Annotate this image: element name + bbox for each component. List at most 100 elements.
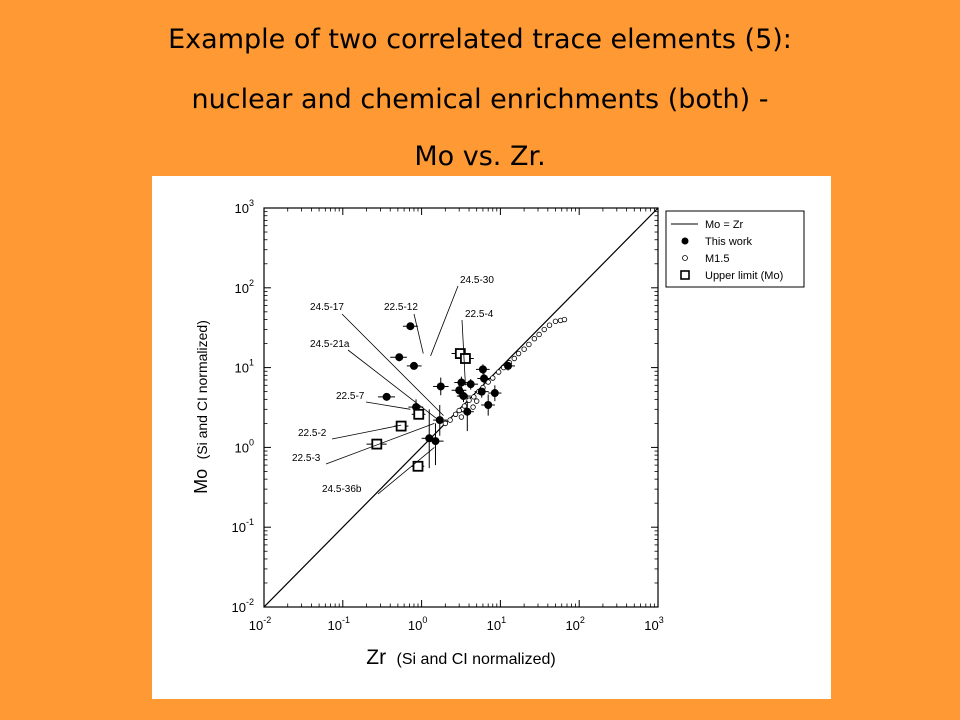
x-tick-label-base: 10 [328,618,342,633]
y-tick-label-exponent: 0 [249,437,254,447]
scatter-chart: 10-2 10-1 100 101 102 103 10-210-110010110210… [191,198,805,669]
m1-5-point [526,341,532,348]
annotation-label: 24.5-36b [322,484,362,495]
m1-5-point [541,326,547,333]
x-tick-label: 100 [408,615,427,633]
slide-title-line-2: nuclear and chemical enrichments (both) … [191,84,769,115]
x-tick-label: 10-2 [249,615,271,633]
point-annotations: 24.5-30 22.5-12 24.5-17 22.5-4 24.5-21a 22.5-… [292,275,494,495]
m1-5-point [447,417,453,423]
this-work-point [466,380,475,389]
m1-5-point [470,404,476,410]
x-tick-label-exponent: 1 [501,615,506,625]
x-tick-label: 10-1 [328,615,350,633]
x-tick-labels: 10-2 10-1 100 101 102 103 [249,615,664,633]
y-tick-label-base: 10 [235,440,249,455]
legend-label-mo-zr: Mo = Zr [705,219,744,231]
slide-title-line-3: Mo vs. Zr. [414,141,546,172]
m1-5-point [473,398,480,404]
y-tick-label-base: 10 [235,361,249,376]
upper-limit-point [413,408,425,420]
this-work-point [395,353,404,362]
this-work-point [484,400,493,409]
annotation-label: 24.5-30 [460,275,494,286]
annotation-leader-line [341,313,444,416]
y-tick-label-exponent: 1 [249,358,254,368]
y-axis-label: Mo (Si and CI normalized) [191,320,211,494]
m1-5-point [471,394,477,400]
identity-line [264,208,658,607]
upper-limit-point [371,438,383,450]
annotation-label: 24.5-21a [310,339,350,350]
y-tick-label: 102 [235,278,254,296]
annotation-leader-line [347,349,437,419]
x-tick-label: 101 [487,615,506,633]
m1-5-point [515,350,522,357]
x-axis-label-main: Zr [366,646,386,669]
upper-limit-point [460,353,471,364]
m1-5-point [531,336,538,342]
legend-open-circle-swatch [682,255,688,261]
m1-5-point [546,322,553,328]
m1-5-point [442,420,449,427]
annotation-label: 22.5-3 [292,453,321,464]
annotation-label: 22.5-2 [298,428,327,439]
this-work-point [478,365,487,374]
y-tick-label-base: 10 [235,281,249,296]
m1-5-point [461,403,468,409]
this-work-point [455,386,464,395]
legend: Mo = Zr This work M1.5 Upper limit (Mo) [665,210,805,288]
y-tick-label: 100 [235,437,254,455]
annotation-label: 22.5-4 [465,309,494,320]
y-tick-label-exponent: -2 [246,597,254,607]
x-axis-label: Zr (Si and CI normalized) [366,646,555,669]
series-this-work [382,322,513,446]
m1-5-point [552,318,559,325]
upper-limit-point [412,460,424,472]
m1-5-point [495,369,502,375]
annotation-leader-line [377,447,435,495]
annotation-leader-line [325,423,435,465]
this-work-point [504,361,513,370]
y-tick-label: 10-1 [232,517,254,535]
x-tick-label-base: 10 [249,618,263,633]
this-work-point [435,416,444,425]
this-work-point [406,322,415,331]
y-tick-label-base: 10 [235,201,249,216]
this-work-point [463,407,472,416]
series-m1-5 [442,316,568,427]
x-tick-label-base: 10 [408,618,422,633]
m1-5-point [561,316,568,323]
y-tick-label-base: 10 [232,520,246,535]
y-tick-label-exponent: -1 [246,517,254,527]
annotation-leader-line [430,285,459,357]
y-tick-label-exponent: 2 [249,278,254,288]
x-tick-label-exponent: 3 [659,615,664,625]
legend-label-upper-limit: Upper limit (Mo) [705,270,783,282]
this-work-point [409,361,418,370]
m1-5-point [466,397,472,403]
annotation-leader-line [413,313,424,354]
x-tick-label: 103 [644,615,663,633]
m1-5-point [536,331,542,338]
y-axis-label-main: Mo [191,469,211,494]
chart-panel: 10-2 10-1 100 101 102 103 10-2 10-1 100 101 102 10… [152,176,831,699]
y-axis-label-sub: (Si and CI normalized) [194,320,210,459]
annotation-label: 24.5-17 [310,302,344,313]
x-tick-label-exponent: 2 [580,615,585,625]
legend-label-this-work: This work [705,236,753,248]
x-tick-label-base: 10 [565,618,579,633]
plot-frame [263,207,659,608]
x-tick-label-base: 10 [487,618,501,633]
y-tick-label: 103 [235,198,254,216]
slide-title-line-1: Example of two correlated trace elements… [168,24,792,55]
annotation-leader-line [365,401,411,410]
legend-label-m1-5: M1.5 [705,253,729,265]
legend-open-square-swatch [680,270,690,280]
this-work-point [431,437,440,446]
this-work-point [436,382,445,391]
m1-5-point [521,346,527,352]
y-tick-label: 10-2 [232,597,254,615]
m1-5-point [511,355,517,362]
